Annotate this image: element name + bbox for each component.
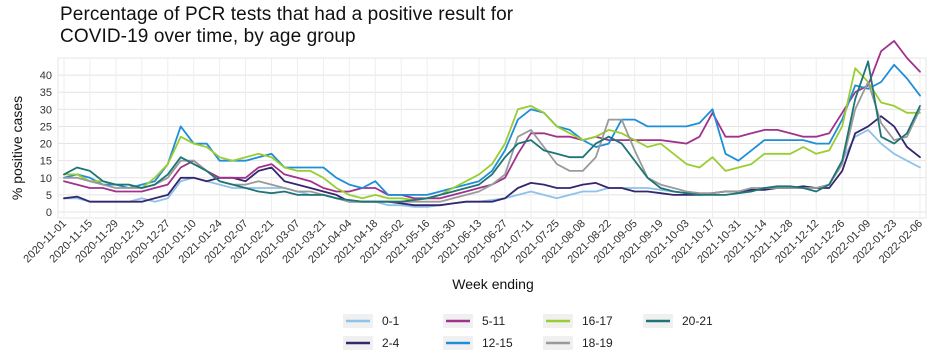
series-line-12-15 xyxy=(63,63,921,196)
legend-label: 2-4 xyxy=(382,336,400,350)
grid xyxy=(57,57,927,219)
y-tick-label: 40 xyxy=(40,70,52,82)
y-tick-label: 25 xyxy=(40,121,52,133)
y-tick-label: 15 xyxy=(40,156,52,168)
legend-label: 0-1 xyxy=(382,314,400,328)
legend-label: 18-19 xyxy=(582,336,613,350)
legend-label: 5-11 xyxy=(482,314,505,328)
y-tick-label: 30 xyxy=(40,104,52,116)
y-tick-label: 35 xyxy=(40,87,52,99)
chart-title-line-2: COVID-19 over time, by age group xyxy=(60,26,356,47)
y-tick-label: 5 xyxy=(46,190,52,202)
chart-title: Percentage of PCR tests that had a posit… xyxy=(60,4,513,48)
x-axis-ticks: 2020-11-012020-11-152020-11-292020-12-13… xyxy=(21,218,925,266)
plot-area xyxy=(57,57,927,219)
y-tick-label: 20 xyxy=(40,139,52,151)
legend-item-0-1: 0-1 xyxy=(343,314,400,328)
x-axis-title: Week ending xyxy=(452,276,533,292)
legend-label: 20-21 xyxy=(682,314,713,328)
chart-title-line-1: Percentage of PCR tests that had a posit… xyxy=(60,4,514,25)
legend-item-18-19: 18-19 xyxy=(543,336,613,350)
y-tick-label: 0 xyxy=(46,207,52,219)
y-axis-title: % positive cases xyxy=(9,96,25,200)
series-line-20-21 xyxy=(63,60,921,203)
legend-item-20-21: 20-21 xyxy=(643,314,713,328)
series-lines xyxy=(63,40,921,208)
legend-item-16-17: 16-17 xyxy=(543,314,613,328)
legend-label: 16-17 xyxy=(582,314,613,328)
y-axis-ticks: 0 5 10 15 20 25 30 35 40 xyxy=(40,70,52,219)
legend-item-5-11: 5-11 xyxy=(443,314,505,328)
legend-label: 12-15 xyxy=(482,336,513,350)
y-tick-label: 10 xyxy=(40,173,52,185)
legend-item-12-15: 12-15 xyxy=(443,336,513,350)
legend-item-2-4: 2-4 xyxy=(343,336,400,350)
series-line-16-17 xyxy=(63,67,921,201)
legend: 0-1 2-4 5-11 12-15 16-17 18-19 20-21 xyxy=(343,314,713,350)
